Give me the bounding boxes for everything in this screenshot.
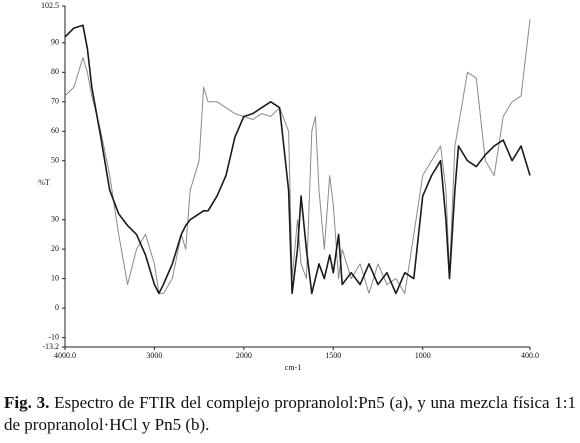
caption: Fig. 3. Espectro de FTIR del complejo pr… (4, 392, 576, 436)
y-axis-label: %T (38, 178, 50, 187)
y-tick-label: 30 (51, 215, 59, 224)
y-tick-label: -10 (48, 332, 59, 341)
chart: cm-1 %T 102.590807060503020100-10-13.240… (38, 1, 539, 372)
x-tick-label: 1500 (325, 351, 341, 360)
y-tick-label: -13.2 (42, 342, 59, 351)
y-tick-label: 60 (51, 126, 59, 135)
caption-label: Fig. 3. (4, 393, 50, 412)
y-tick-label: 70 (51, 97, 59, 106)
spectrum-line (64, 19, 531, 294)
y-tick-label: 80 (51, 67, 59, 76)
spectrum-line (64, 24, 531, 295)
x-axis-label: cm-1 (285, 363, 301, 372)
y-tick-label: 20 (51, 244, 59, 253)
y-tick-label: 0 (55, 303, 59, 312)
y-tick-label: 102.5 (41, 1, 59, 10)
x-tick-label: 4000.0 (54, 351, 76, 360)
x-tick-label: 1000 (415, 351, 431, 360)
x-tick-label: 2000 (236, 351, 252, 360)
x-tick-label: 3000 (146, 351, 162, 360)
y-tick-label: 50 (51, 156, 59, 165)
x-tick-label: 400.0 (521, 351, 539, 360)
y-tick-label: 10 (51, 273, 59, 282)
y-tick-label: 90 (51, 38, 59, 47)
caption-text: Espectro de FTIR del complejo propranolo… (4, 393, 577, 434)
